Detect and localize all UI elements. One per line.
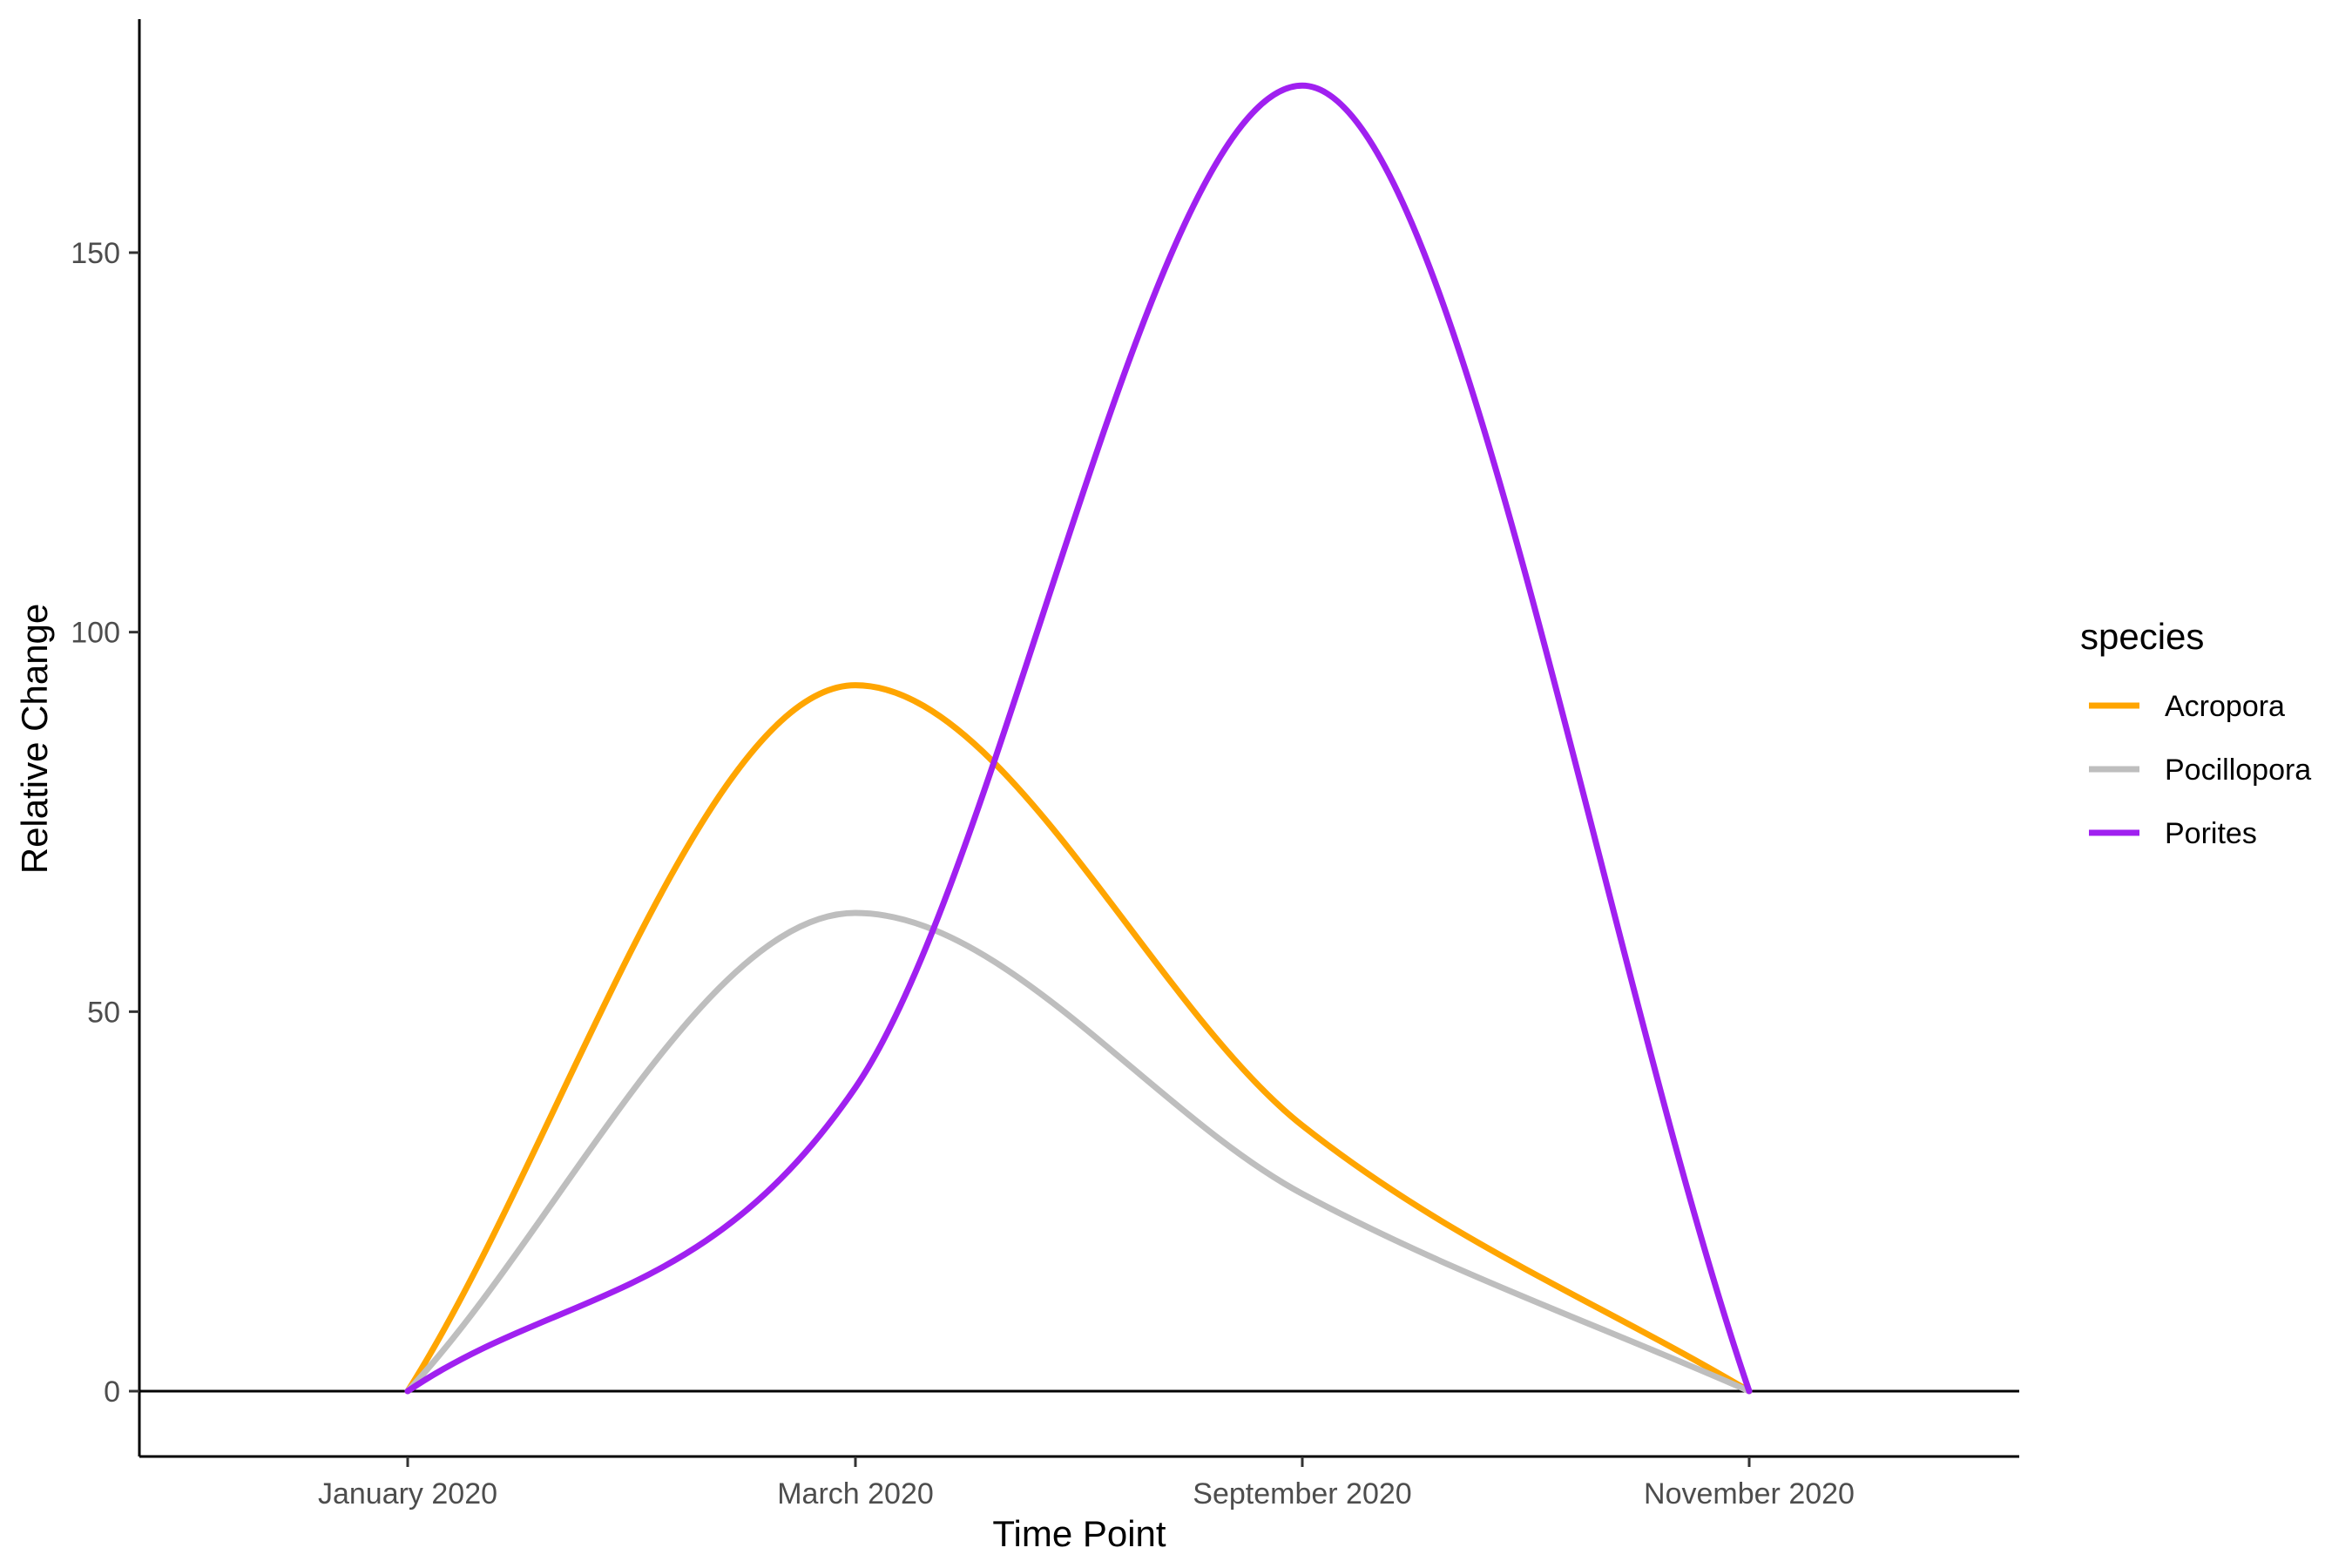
series-line-acropora [404,682,1753,1395]
y-tick-label: 150 [71,237,120,270]
x-tick-label: November 2020 [1644,1477,1855,1511]
y-tick-label: 50 [87,996,120,1029]
axes-layer [138,19,2019,1458]
legend-label-pocillopora: Pocillopora [2165,754,2311,787]
legend-label-acropora: Acropora [2165,690,2285,723]
series-line-pocillopora [404,909,1753,1395]
x-tick-label: March 2020 [777,1477,934,1511]
x-axis-title: Time Point [992,1513,1166,1554]
legend-title: species [2080,616,2204,657]
y-tick-label: 100 [71,617,120,650]
legend-label-porites: Porites [2165,817,2257,850]
y-tick-label: 0 [104,1375,120,1409]
series-layer [139,82,2019,1395]
legend: species Acropora Pocillopora Porites [2080,616,2311,850]
x-tick-label: September 2020 [1193,1477,1411,1511]
x-tick-label: January 2020 [318,1477,497,1511]
series-line-porites [404,82,1753,1395]
ticks-layer: 0 50 100 150 January 2020 March 2020 September… [71,237,1855,1511]
y-axis-title: Relative Change [14,604,55,875]
